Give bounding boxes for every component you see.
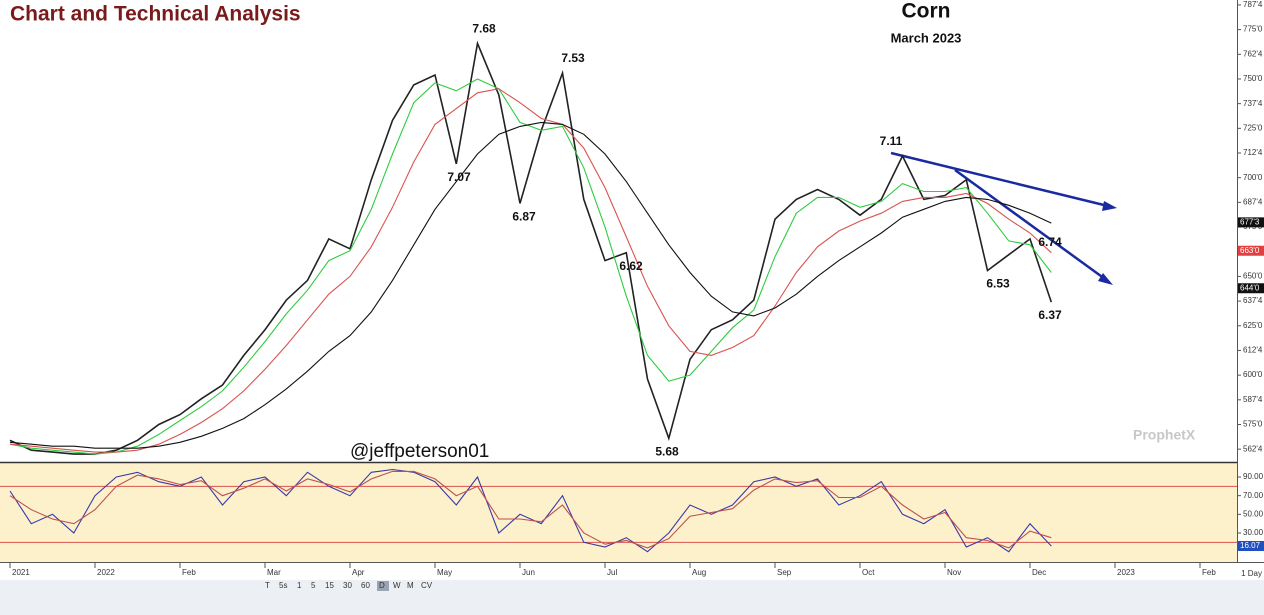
x-tick-label: Feb (182, 568, 196, 577)
y-tick-label: 775'0 (1243, 25, 1263, 34)
y-tick-label: 90.00 (1243, 472, 1264, 481)
annotation: 7.11 (880, 134, 903, 148)
annotation: 7.53 (561, 51, 585, 65)
x-tick-label: 2022 (97, 568, 115, 577)
y-tick-label: 712'4 (1243, 148, 1263, 157)
annotation: 6.62 (619, 259, 643, 273)
series-line (9, 468, 1052, 553)
toolbar-button-label[interactable]: 60 (361, 581, 370, 590)
y-tick-label: 30.00 (1243, 528, 1264, 537)
y-tick-label: 575'0 (1243, 420, 1263, 429)
toolbar-button-label[interactable]: D (379, 581, 385, 590)
y-tick-label: 725'0 (1243, 123, 1263, 132)
chart-title: Corn (902, 0, 951, 23)
y-tick-label: 762'4 (1243, 49, 1263, 58)
price-tag (1238, 283, 1264, 294)
x-tick-label: Mar (267, 568, 281, 577)
arrow-head (1098, 273, 1113, 285)
series-line (9, 78, 1052, 455)
y-tick-label: 562'4 (1243, 444, 1263, 453)
x-tick-label: Dec (1032, 568, 1046, 577)
x-tick-label: 2023 (1117, 568, 1135, 577)
trendline (954, 168, 1106, 281)
y-tick-label: 650'0 (1243, 272, 1263, 281)
toolbar-button-label[interactable]: 15 (325, 581, 334, 590)
x-tick-label: 2021 (12, 568, 30, 577)
toolbar-button-label[interactable]: 30 (343, 581, 352, 590)
toolbar-button[interactable] (377, 581, 389, 591)
series-line (9, 88, 1052, 453)
annotation: 6.53 (986, 277, 1010, 291)
y-tick-label: 625'0 (1243, 321, 1263, 330)
oscillator-pane (0, 463, 1237, 562)
annotation: 6.87 (512, 210, 536, 224)
x-tick-label: Feb (1202, 568, 1216, 577)
toolbar-button-label[interactable]: M (407, 581, 414, 590)
annotation: 5.68 (655, 444, 679, 458)
x-tick-label: Nov (947, 568, 961, 577)
y-tick-label: 787'4 (1243, 0, 1263, 9)
y-tick-label: 737'4 (1243, 99, 1263, 108)
arrow-head (1102, 201, 1117, 211)
price-tag (1238, 217, 1264, 228)
toolbar-button-label[interactable]: CV (421, 581, 433, 590)
price-tag-label: 677'3 (1240, 217, 1260, 226)
annotation: 7.07 (447, 170, 471, 184)
price-tag (1238, 245, 1264, 256)
toolbar-button-label[interactable]: 5s (279, 581, 287, 590)
price-tag (1238, 541, 1264, 552)
page-title: Chart and Technical Analysis (10, 3, 301, 26)
chart-subtitle: March 2023 (891, 30, 962, 45)
y-tick-label: 687'4 (1243, 197, 1263, 206)
toolbar-button-label[interactable]: T (265, 581, 270, 590)
period-label: 1 Day (1241, 569, 1262, 578)
credit: @jeffpeterson01 (350, 441, 489, 462)
toolbar-button-label[interactable]: 1 (297, 581, 302, 590)
price-tag-label: 16.07 (1240, 541, 1261, 550)
toolbar-button-label[interactable]: 5 (311, 581, 316, 590)
annotation: 6.37 (1038, 308, 1062, 322)
y-tick-label: 612'4 (1243, 346, 1263, 355)
y-tick-label: 700'0 (1243, 173, 1263, 182)
x-tick-label: Apr (352, 568, 365, 577)
y-tick-label: 50.00 (1243, 509, 1264, 518)
trendline (890, 151, 1109, 208)
brand-watermark: ProphetX (1133, 427, 1196, 443)
series-line (9, 121, 1052, 449)
price-tag-label: 663'0 (1240, 246, 1260, 255)
x-tick-label: May (437, 568, 452, 577)
y-tick-label: 600'0 (1243, 370, 1263, 379)
annotation: 6.74 (1038, 235, 1062, 249)
annotation: 7.68 (472, 22, 496, 36)
y-tick-label: 750'0 (1243, 74, 1263, 83)
series-line (9, 470, 1052, 549)
x-tick-label: Sep (777, 568, 792, 577)
y-tick-label: 637'4 (1243, 296, 1263, 305)
trendlines (890, 151, 1117, 285)
price-tag-label: 644'0 (1240, 283, 1260, 292)
x-tick-label: Jul (607, 568, 617, 577)
y-tick-label: 70.00 (1243, 491, 1264, 500)
x-tick-label: Jun (522, 568, 535, 577)
y-tick-label: 587'4 (1243, 395, 1263, 404)
toolbar (0, 580, 1264, 615)
toolbar-buttons: T 5s 1 5 15 30 60 D W M CV (265, 581, 433, 591)
x-tick-label: Aug (692, 568, 706, 577)
toolbar-button-label[interactable]: W (393, 581, 401, 590)
x-tick-label: Oct (862, 568, 875, 577)
